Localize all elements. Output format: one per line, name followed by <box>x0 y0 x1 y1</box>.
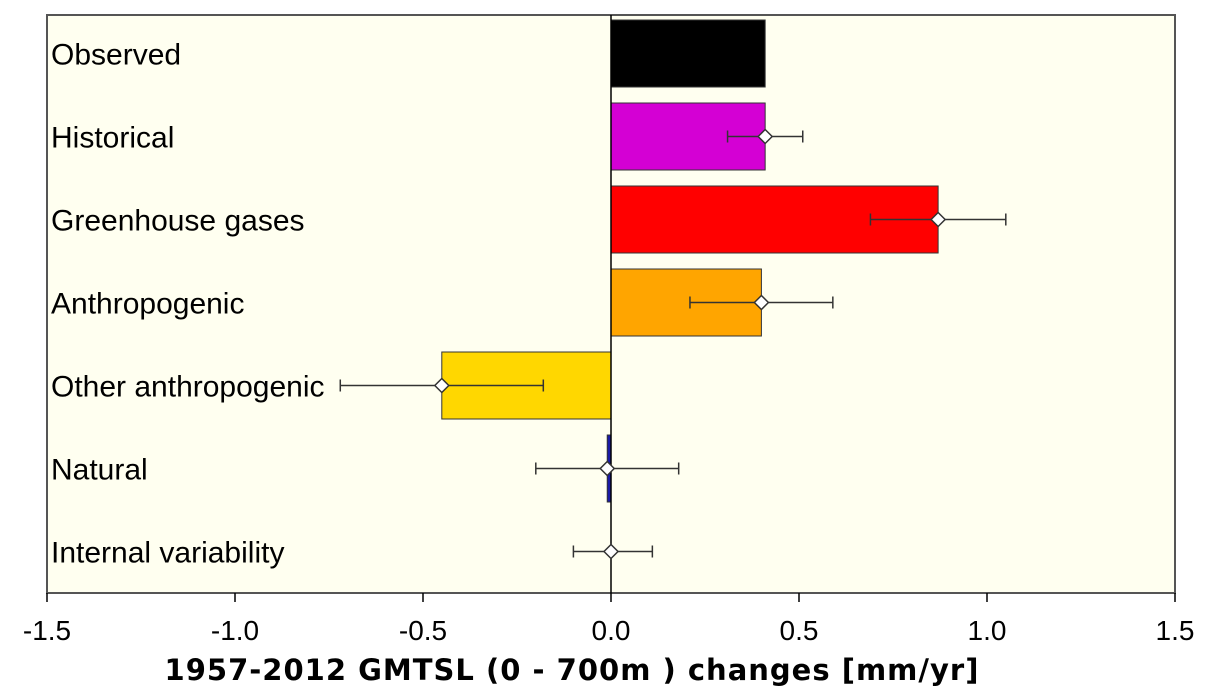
category-label: Other anthropogenic <box>51 371 325 404</box>
x-tick-label: -1.5 <box>23 615 71 646</box>
x-axis-title: 1957-2012 GMTSL (0 - 700m ) changes [mm/… <box>165 653 980 687</box>
category-label: Observed <box>51 39 181 72</box>
category-label: Anthropogenic <box>51 288 244 321</box>
category-label: Internal variability <box>51 537 284 570</box>
category-label: Historical <box>51 122 174 155</box>
bar <box>610 19 766 88</box>
marker-diamond <box>433 377 450 394</box>
category-label: Natural <box>51 454 148 487</box>
marker-diamond <box>602 543 620 560</box>
marker-diamond <box>599 460 616 477</box>
marker-diamond <box>757 128 774 145</box>
marker-diamond <box>753 294 770 311</box>
x-tick-label: -1.0 <box>211 615 259 646</box>
x-tick-label: 1.0 <box>968 615 1007 646</box>
x-tick-label: -0.5 <box>399 615 447 646</box>
x-tick-label: 0.5 <box>780 615 819 646</box>
category-label: Greenhouse gases <box>51 205 305 238</box>
marker-diamond <box>930 211 947 228</box>
x-tick-label: 1.5 <box>1156 615 1195 646</box>
x-tick-label: 0.0 <box>592 615 631 646</box>
